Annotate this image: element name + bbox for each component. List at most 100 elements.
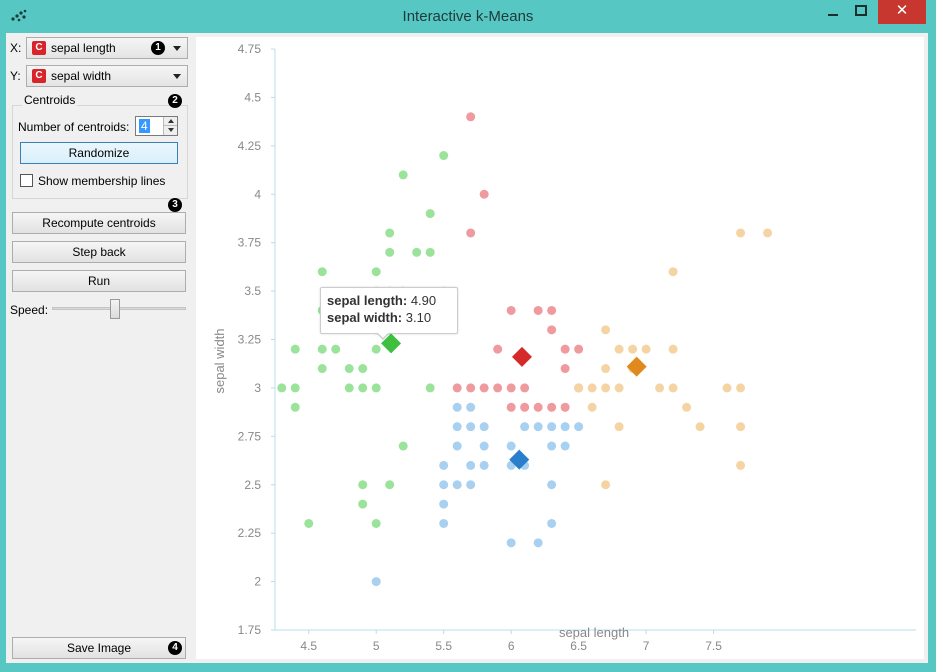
cluster-red-point[interactable]	[479, 189, 489, 199]
speed-slider-handle[interactable]	[110, 299, 121, 319]
cluster-green-point[interactable]	[439, 151, 449, 161]
cluster-red-point[interactable]	[506, 305, 516, 315]
cluster-green-point[interactable]	[277, 383, 287, 393]
cluster-green-point[interactable]	[304, 518, 314, 528]
cluster-blue-point[interactable]	[547, 441, 557, 451]
cluster-orange-point[interactable]	[614, 422, 624, 432]
cluster-red-point[interactable]	[466, 383, 476, 393]
cluster-orange-point[interactable]	[736, 383, 746, 393]
cluster-red-point[interactable]	[520, 402, 530, 412]
cluster-red-point[interactable]	[533, 305, 543, 315]
cluster-blue-point[interactable]	[547, 422, 557, 432]
cluster-red-point[interactable]	[547, 325, 557, 335]
cluster-green-point[interactable]	[385, 228, 395, 238]
scatter-plot-area[interactable]: 4.5 5 5.5 6 6.5 7 7.5 1.75 2 2.25 2.5 2.75 3 3.25 3.5 3…	[196, 37, 924, 659]
recompute-centroids-button[interactable]: Recompute centroids	[12, 212, 186, 234]
close-button[interactable]: ✕	[878, 0, 926, 24]
cluster-blue-point[interactable]	[466, 460, 476, 470]
cluster-orange-point[interactable]	[574, 383, 584, 393]
cluster-red-point[interactable]	[452, 383, 462, 393]
spin-down-icon[interactable]	[163, 126, 177, 135]
cluster-orange-point[interactable]	[736, 460, 746, 470]
cluster-blue-point[interactable]	[547, 518, 557, 528]
cluster-green-point[interactable]	[317, 344, 327, 354]
cluster-green-point[interactable]	[358, 499, 368, 509]
cluster-orange-point[interactable]	[628, 344, 638, 354]
cluster-red-point[interactable]	[506, 383, 516, 393]
spin-up-icon[interactable]	[163, 117, 177, 126]
cluster-green-point[interactable]	[412, 247, 422, 257]
cluster-green-point[interactable]	[371, 344, 381, 354]
cluster-orange-point[interactable]	[695, 422, 705, 432]
cluster-blue-point[interactable]	[479, 460, 489, 470]
cluster-green-point[interactable]	[317, 267, 327, 277]
cluster-red-point[interactable]	[560, 364, 570, 374]
cluster-green-point[interactable]	[317, 364, 327, 374]
step-back-button[interactable]: Step back	[12, 241, 186, 263]
cluster-red-point[interactable]	[506, 402, 516, 412]
cluster-green-point[interactable]	[358, 364, 368, 374]
cluster-blue-point[interactable]	[574, 422, 584, 432]
cluster-orange-point[interactable]	[668, 383, 678, 393]
show-membership-checkbox[interactable]	[20, 174, 33, 187]
cluster-red-point[interactable]	[493, 344, 503, 354]
centroid-red[interactable]	[511, 346, 532, 367]
cluster-green-point[interactable]	[425, 383, 435, 393]
cluster-blue-point[interactable]	[533, 422, 543, 432]
cluster-orange-point[interactable]	[682, 402, 692, 412]
cluster-blue-point[interactable]	[439, 518, 449, 528]
minimize-button[interactable]	[822, 0, 844, 24]
cluster-blue-point[interactable]	[547, 480, 557, 490]
cluster-orange-point[interactable]	[601, 383, 611, 393]
cluster-green-point[interactable]	[425, 209, 435, 219]
randomize-button[interactable]: Randomize	[20, 142, 178, 164]
cluster-blue-point[interactable]	[506, 441, 516, 451]
cluster-orange-point[interactable]	[763, 228, 773, 238]
num-centroids-spinbox[interactable]: 4	[135, 116, 178, 136]
cluster-blue-point[interactable]	[520, 422, 530, 432]
cluster-orange-point[interactable]	[614, 383, 624, 393]
cluster-green-point[interactable]	[331, 344, 341, 354]
cluster-green-point[interactable]	[398, 441, 408, 451]
cluster-green-point[interactable]	[344, 364, 354, 374]
cluster-green-point[interactable]	[371, 518, 381, 528]
cluster-red-point[interactable]	[479, 383, 489, 393]
cluster-blue-point[interactable]	[466, 402, 476, 412]
cluster-blue-point[interactable]	[533, 538, 543, 548]
centroid-orange[interactable]	[626, 356, 647, 377]
cluster-orange-point[interactable]	[601, 364, 611, 374]
cluster-blue-point[interactable]	[371, 577, 381, 587]
cluster-orange-point[interactable]	[668, 267, 678, 277]
cluster-red-point[interactable]	[560, 344, 570, 354]
cluster-red-point[interactable]	[466, 228, 476, 238]
cluster-red-point[interactable]	[560, 402, 570, 412]
cluster-red-point[interactable]	[547, 305, 557, 315]
cluster-orange-point[interactable]	[722, 383, 732, 393]
y-attribute-combo[interactable]: C sepal width	[26, 65, 188, 87]
cluster-green-point[interactable]	[358, 383, 368, 393]
cluster-orange-point[interactable]	[614, 344, 624, 354]
cluster-blue-point[interactable]	[452, 441, 462, 451]
cluster-red-point[interactable]	[533, 402, 543, 412]
save-image-button[interactable]: Save Image	[12, 637, 186, 659]
maximize-button[interactable]	[850, 0, 872, 24]
cluster-green-point[interactable]	[371, 267, 381, 277]
cluster-green-point[interactable]	[385, 247, 395, 257]
cluster-orange-point[interactable]	[736, 228, 746, 238]
cluster-green-point[interactable]	[290, 402, 300, 412]
cluster-blue-point[interactable]	[439, 499, 449, 509]
cluster-blue-point[interactable]	[560, 422, 570, 432]
cluster-green-point[interactable]	[290, 344, 300, 354]
x-attribute-combo[interactable]: C sepal length	[26, 37, 188, 59]
cluster-orange-point[interactable]	[587, 383, 597, 393]
title-bar[interactable]: Interactive k-Means ✕	[0, 0, 936, 34]
cluster-blue-point[interactable]	[479, 441, 489, 451]
cluster-orange-point[interactable]	[587, 402, 597, 412]
scatter-plot[interactable]: 4.5 5 5.5 6 6.5 7 7.5 1.75 2 2.25 2.5 2.75 3 3.25 3.5 3…	[196, 37, 924, 659]
cluster-red-point[interactable]	[574, 344, 584, 354]
cluster-red-point[interactable]	[493, 383, 503, 393]
cluster-blue-point[interactable]	[479, 422, 489, 432]
cluster-orange-point[interactable]	[655, 383, 665, 393]
cluster-green-point[interactable]	[358, 480, 368, 490]
cluster-green-point[interactable]	[290, 383, 300, 393]
